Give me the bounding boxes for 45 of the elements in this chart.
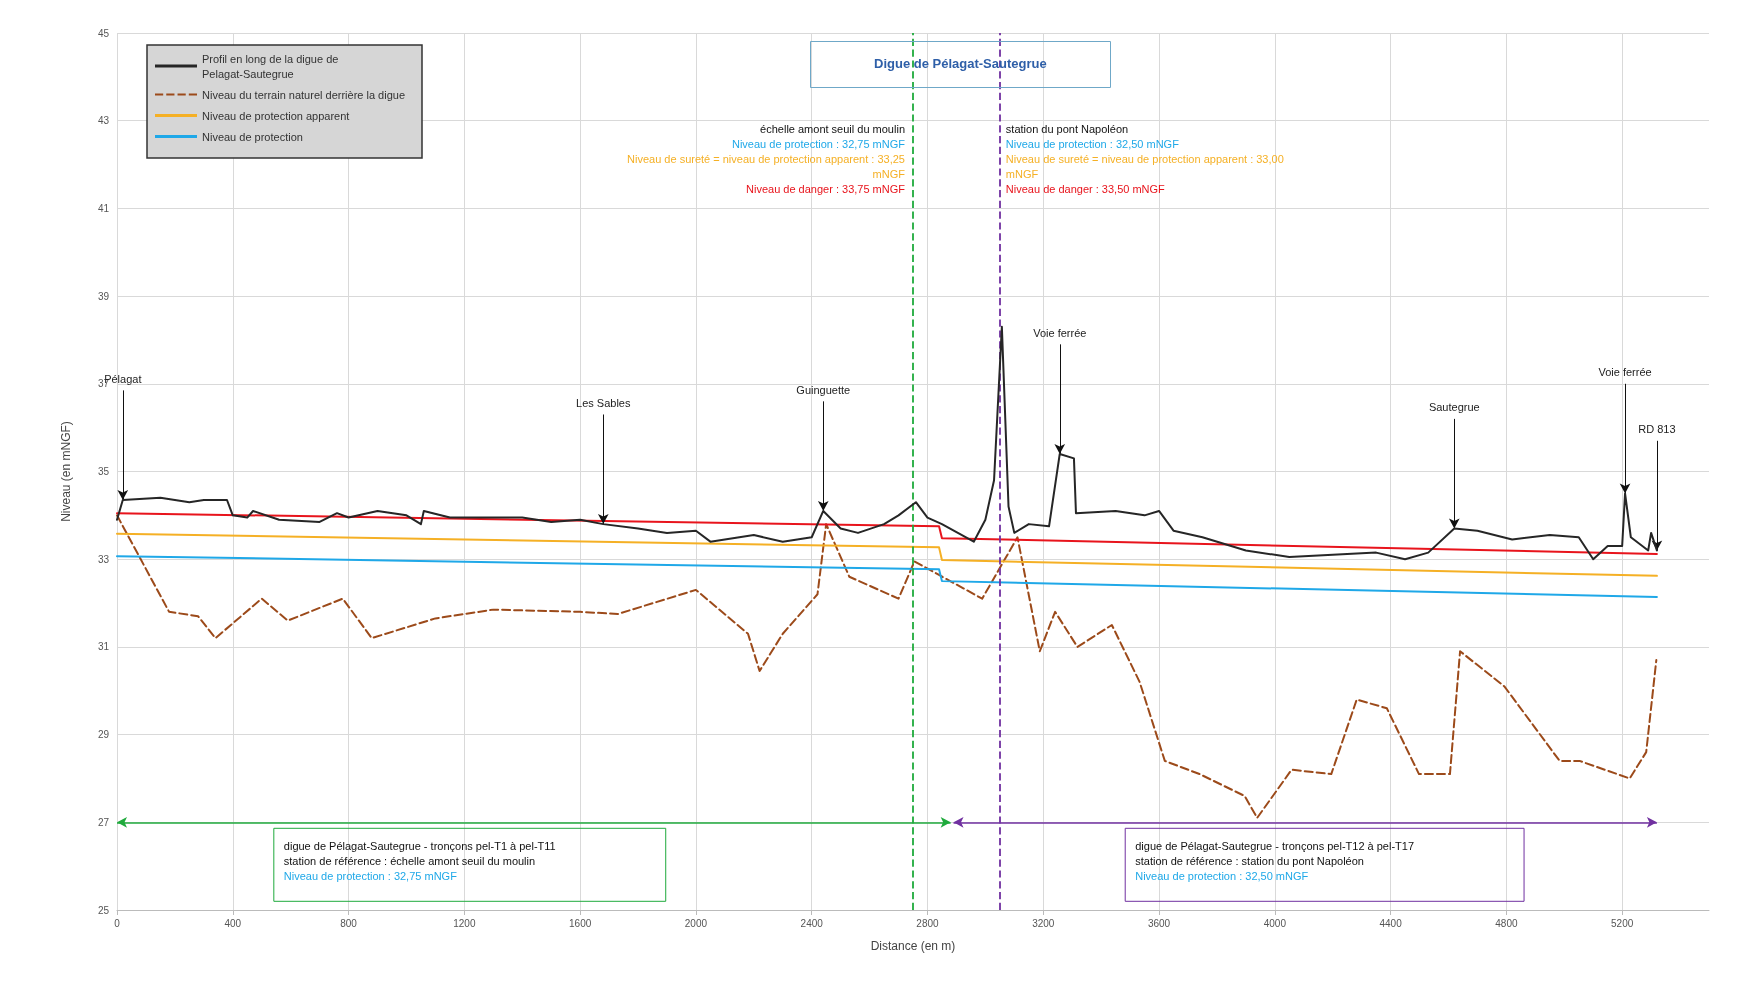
y-tick-label: 33 <box>97 553 110 565</box>
x-tick-label: 2000 <box>684 917 708 929</box>
x-tick-label: 4800 <box>1495 917 1518 929</box>
line-series <box>116 532 1658 577</box>
annotation: digue de Pélagat-Sautegrue - tronçons pel-T1 à pel-T11 station de référence : échelle amont seuil du moulin Niveau de protection : 32,75 mNGF <box>283 839 556 882</box>
y-tick-label: 29 <box>97 729 110 741</box>
y-axis-title: Niveau (en mNGF) <box>59 421 73 522</box>
x-axis-title: Distance (en m) <box>870 939 956 953</box>
legend-label: Niveau du terrain naturel derrière la digue <box>202 88 406 101</box>
x-tick-label: 1200 <box>453 917 476 929</box>
annotation: digue de Pélagat-Sautegrue - tronçons pel-T12 à pel-T17 station de référence : station du pont Napoléon Niveau de protection : 32,50 mNGF <box>1135 839 1415 882</box>
annotation: RD 813 <box>1638 423 1676 436</box>
x-tick-label: 4400 <box>1379 917 1403 929</box>
x-tick-label: 3200 <box>1032 917 1055 929</box>
x-tick-label: 2400 <box>800 917 824 929</box>
y-tick-label: 45 <box>97 27 110 39</box>
line-series <box>116 555 1658 598</box>
x-tick-label: 2800 <box>916 917 940 929</box>
legend-label: Niveau de protection <box>202 130 303 143</box>
annotation: station du pont Napoléon Niveau de protection : 32,50 mNGF Niveau de sureté = niveau de protection apparent : 33,00 mNGF Niveau de danger : 33,50 mNGF <box>1005 122 1284 195</box>
x-tick-label: 3600 <box>1147 917 1171 929</box>
y-tick-label: 39 <box>97 290 110 302</box>
y-tick-label: 25 <box>97 904 110 916</box>
annotation: Guinguette <box>796 383 851 396</box>
line-series <box>116 512 1658 555</box>
y-tick-label: 43 <box>97 115 110 127</box>
text: Digue de Pélagat-Sautegrue <box>874 56 1047 71</box>
x-tick-label: 1600 <box>569 917 592 929</box>
x-tick-label: 4000 <box>1263 917 1287 929</box>
legend-label: Niveau de protection apparent <box>202 109 350 122</box>
annotation: échelle amont seuil du moulin Niveau de protection : 32,75 mNGF Niveau de sureté = niveau de protection apparent : 33,25 mNGF Niveau de danger : 33,75 mNGF <box>627 122 906 195</box>
legend-label: Profil en long de la digue de Pelagat-Sautegrue <box>202 52 342 80</box>
y-tick-label: 35 <box>97 466 110 477</box>
annotation: Voie ferrée <box>1033 326 1087 339</box>
annotation: Les Sables <box>576 396 631 409</box>
x-tick-label: 400 <box>224 917 242 929</box>
y-tick-label: 27 <box>97 816 110 828</box>
x-tick-label: 5200 <box>1611 917 1634 929</box>
y-tick-label: 31 <box>97 641 110 653</box>
annotation: Sautegrue <box>1428 401 1480 414</box>
x-tick-label: 800 <box>340 917 358 929</box>
line-series <box>116 514 1658 819</box>
y-tick-label: 41 <box>97 202 110 214</box>
annotation: Voie ferrée <box>1598 366 1652 379</box>
x-tick-label: 0 <box>114 917 121 929</box>
